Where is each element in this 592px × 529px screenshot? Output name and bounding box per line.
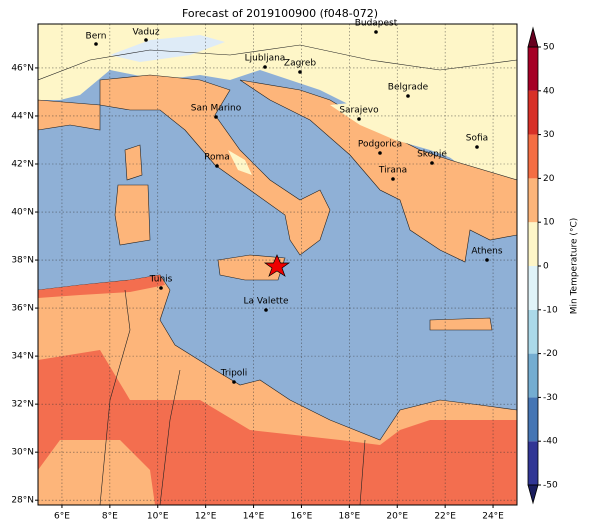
x-tick-label: 22°E (434, 512, 456, 522)
colorbar-tick-label: 40 (543, 86, 555, 96)
colorbar-label: Min Temperature (°C) (570, 218, 580, 315)
x-tick-label: 16°E (291, 512, 313, 522)
colorbar-tick-label: 10 (543, 218, 555, 228)
y-tick-label: 30°N (11, 448, 34, 458)
colorbar-segment (528, 222, 538, 266)
y-tick-label: 32°N (11, 400, 34, 410)
colorbar: -50 -40 -30 -20 -10 0 10 20 30 40 50 Min Temperatur… (527, 26, 580, 505)
border (159, 369, 181, 505)
x-tick-label: 24°E (482, 512, 504, 522)
land-crete (429, 317, 493, 331)
map-frame (37, 23, 518, 506)
colorbar-tick-label: -20 (543, 349, 558, 359)
city-label: Vaduz (132, 28, 159, 38)
city-dot (263, 65, 267, 69)
cities: Bern Vaduz Budapest Ljubljana Zagreb Bel… (86, 19, 503, 384)
border (99, 289, 131, 505)
colorbar-tick-label: 50 (543, 43, 555, 53)
city-label: Athens (471, 247, 502, 257)
colorbar-segment (528, 441, 538, 485)
land-france-coast (38, 99, 101, 131)
colorbar-tick-label: 0 (543, 262, 549, 272)
city-label: Skopje (417, 150, 447, 160)
city-dot (374, 30, 378, 34)
border (38, 44, 517, 81)
land-europe-north (38, 24, 517, 190)
colorbar-segment (528, 397, 538, 442)
city-dot (430, 161, 434, 165)
city-label: Tunis (149, 275, 173, 285)
city-label: Podgorica (358, 140, 402, 150)
colorbar-tick-label: -50 (543, 481, 558, 491)
city-dot (406, 94, 410, 98)
city-dot (159, 286, 163, 290)
alps (110, 35, 225, 62)
colorbar-tick-label: 30 (543, 130, 555, 140)
colorbar-segment (528, 134, 538, 179)
colorbar-tick-label: -10 (543, 305, 558, 315)
land-balkans-high (330, 100, 500, 165)
x-tick-label: 10°E (147, 512, 169, 522)
colorbar-tick-label: -40 (543, 437, 558, 447)
y-tick-label: 42°N (11, 160, 34, 170)
land-italy-hills (228, 150, 252, 175)
city-dot (475, 145, 479, 149)
x-tick-label: 20°E (386, 512, 408, 522)
event-star (263, 254, 291, 277)
colorbar-segment (528, 178, 538, 223)
land-corsica (124, 144, 143, 181)
x-tick-label: 12°E (195, 512, 217, 522)
city-label: Belgrade (388, 83, 429, 93)
city-dot (232, 380, 236, 384)
city-dot (144, 38, 148, 42)
city-label: San Marino (191, 104, 242, 114)
y-tick-label: 34°N (11, 352, 34, 362)
x-tick-label: 6°E (54, 512, 70, 522)
city-dot (378, 151, 382, 155)
land-sicily (217, 254, 286, 281)
colorbar-segment (528, 353, 538, 398)
city-label: Bern (86, 32, 107, 42)
colorbar-segment (528, 47, 538, 91)
city-label: Roma (204, 153, 230, 163)
x-tick-label: 14°E (243, 512, 265, 522)
city-dot (485, 258, 489, 262)
city-label: Sarajevo (339, 106, 379, 116)
y-tick-label: 28°N (11, 496, 34, 506)
city-dot (357, 117, 361, 121)
city-label: Ljubljana (245, 54, 286, 64)
overlay: 6°E 8°E 10°E 12°E 14°E 16°E 18°E 20°E 22°E 24°E 28… (11, 24, 517, 522)
y-tick-label: 40°N (11, 208, 34, 218)
city-label: Zagreb (284, 59, 316, 69)
y-tick-label: 36°N (11, 304, 34, 314)
city-label: Tirana (378, 166, 407, 176)
y-tick-label: 46°N (11, 63, 34, 73)
city-dot (264, 308, 268, 312)
border (359, 439, 366, 505)
colorbar-segment (528, 90, 538, 135)
colorbar-tick-label: -30 (543, 393, 558, 403)
colorbar-extend-low (527, 484, 539, 505)
x-tick-label: 18°E (339, 512, 361, 522)
y-tick-label: 38°N (11, 256, 34, 266)
city-dot (391, 177, 395, 181)
colorbar-extend-high (527, 26, 539, 48)
city-dot (298, 70, 302, 74)
colorbar-segment (528, 266, 538, 310)
city-label: Tripoli (220, 369, 248, 379)
land-africa-coast (38, 275, 165, 298)
city-label: La Valette (244, 297, 289, 307)
city-dot (214, 115, 218, 119)
colorbar-segment (528, 309, 538, 354)
land-italy (99, 74, 331, 256)
city-dot (94, 42, 98, 46)
x-tick-label: 8°E (102, 512, 118, 522)
y-tick-label: 44°N (11, 111, 34, 121)
city-label: Sofia (466, 134, 488, 144)
land-sardinia (114, 184, 151, 246)
colorbar-tick-label: 20 (543, 174, 555, 184)
title: Forecast of 2019100900 (f048-072) (182, 7, 378, 20)
city-dot (215, 164, 219, 168)
